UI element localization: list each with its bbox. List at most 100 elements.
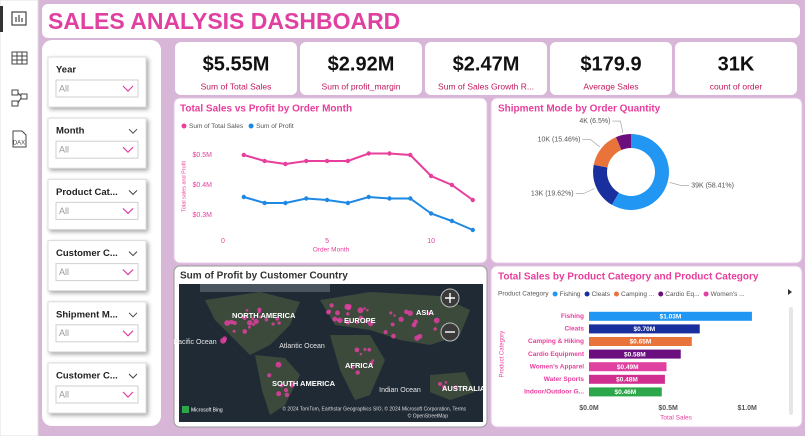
x-tick-label: 10	[427, 238, 435, 245]
x-axis-title: Order Month	[313, 247, 350, 254]
dashboard-title: SALES ANALYSIS DASHBOARD	[48, 8, 400, 34]
series-point	[449, 182, 455, 188]
map-dot	[290, 384, 294, 388]
leader-line	[612, 120, 624, 133]
slicer-caret[interactable]	[128, 251, 138, 257]
map-label: ASIA	[416, 308, 435, 317]
kpi-label: count of order	[710, 81, 763, 91]
slicer-label: Customer C...	[56, 371, 118, 382]
y-tick-label: $0.5M	[193, 152, 213, 159]
map-dot	[437, 381, 443, 387]
y-tick-label: Cardio Equipment	[528, 351, 585, 358]
series-point	[408, 196, 413, 201]
map-dots	[220, 303, 458, 398]
kpi-label: Sum of Total Sales	[201, 81, 272, 91]
map-dot	[390, 322, 395, 327]
slicer-caret[interactable]	[128, 190, 138, 196]
bar	[589, 324, 700, 334]
slicer-caret[interactable]	[128, 128, 138, 134]
kpi-value: 31K	[718, 53, 755, 75]
map-label: AFRICA	[345, 361, 374, 370]
map-dot	[252, 323, 256, 327]
slicer-chevron[interactable]	[122, 85, 134, 92]
map-dot	[242, 329, 248, 334]
legend-label: Women's ...	[711, 291, 745, 298]
x-tick-label: 5	[325, 238, 329, 245]
map-dot	[354, 347, 360, 353]
model-icon[interactable]	[11, 89, 28, 107]
map-dot	[326, 309, 331, 315]
map-dot	[359, 352, 363, 356]
map-dot	[276, 391, 282, 397]
map-dot	[433, 317, 440, 324]
slicer-chevron[interactable]	[122, 269, 134, 276]
map-dot	[251, 317, 255, 321]
legend-next[interactable]	[788, 289, 792, 295]
scrollbar[interactable]	[789, 307, 793, 415]
data-label: $1.03M	[660, 314, 682, 321]
kpi-label: Sum of profit_margin	[322, 81, 401, 91]
leader-line	[669, 182, 690, 186]
table-icon[interactable]	[11, 51, 28, 65]
dax-label: DAX	[13, 141, 25, 147]
map-dot	[441, 384, 447, 389]
map-dot	[363, 320, 367, 324]
donut-slice	[611, 134, 669, 210]
legend-marker	[658, 291, 664, 297]
legend-label: Cardio Eq...	[665, 291, 700, 298]
legend-label: Camping ...	[621, 291, 654, 298]
slicer-chevron[interactable]	[122, 391, 134, 398]
map-dot	[371, 359, 375, 362]
map-dot	[275, 361, 282, 368]
x-tick-label: $0.5M	[658, 405, 678, 412]
series-point	[387, 151, 392, 156]
kpi-card	[425, 42, 547, 95]
map-dot	[346, 312, 350, 316]
map-dot	[242, 314, 248, 320]
donut-slice	[615, 134, 631, 150]
legend-marker	[552, 291, 558, 297]
map-dot	[355, 320, 359, 325]
slicer-dropdown[interactable]	[55, 385, 139, 404]
report-icon[interactable]	[11, 11, 27, 26]
slicer-dropdown[interactable]	[55, 324, 139, 343]
series-point	[283, 161, 288, 167]
map-dot	[271, 322, 275, 326]
slicer-caret[interactable]	[128, 312, 138, 318]
bing-logo	[182, 406, 189, 413]
zoom-controls[interactable]	[440, 288, 460, 342]
slicer-label: Shipment M...	[56, 309, 118, 320]
map-dot	[258, 315, 262, 319]
legend-marker	[181, 123, 187, 129]
data-label: $0.48M	[616, 377, 638, 384]
map-dot	[275, 316, 280, 321]
slicer-dropdown[interactable]	[55, 79, 139, 98]
bar	[589, 387, 662, 397]
dax-icon[interactable]	[12, 130, 27, 148]
slicer-chevron[interactable]	[122, 207, 134, 215]
slicer-caret[interactable]	[128, 373, 138, 379]
leader-line	[575, 188, 595, 194]
series-point	[470, 227, 475, 233]
legend-marker	[614, 291, 619, 297]
slicer-dropdown[interactable]	[55, 263, 139, 282]
series-point	[345, 200, 351, 206]
series-point	[449, 218, 455, 224]
slicer-dropdown[interactable]	[55, 201, 139, 220]
legend-label: Sum of Profit	[256, 123, 294, 130]
map-dot	[232, 329, 236, 333]
slicer-dropdown[interactable]	[55, 140, 139, 159]
line-panel	[173, 97, 488, 264]
kpi-value: $2.47M	[453, 53, 520, 75]
chart-title: Total Sales vs Profit by Order Month	[180, 104, 352, 115]
series-point	[262, 200, 267, 206]
series-point	[324, 158, 330, 164]
map-label: EUROPE	[344, 316, 376, 325]
map-osm: © OpenStreetMap	[408, 412, 449, 419]
slicer-chevron[interactable]	[122, 330, 134, 337]
bar	[589, 337, 692, 346]
map-dot	[350, 365, 355, 370]
series-point	[304, 196, 309, 201]
slicer-value: All	[59, 328, 69, 338]
slicer-chevron[interactable]	[122, 146, 134, 154]
